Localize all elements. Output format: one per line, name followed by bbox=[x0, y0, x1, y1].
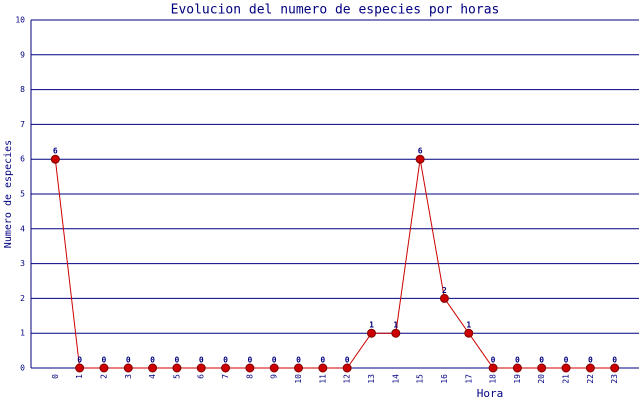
data-label: 0 bbox=[126, 356, 131, 365]
data-label: 0 bbox=[175, 356, 180, 365]
data-label: 6 bbox=[53, 147, 58, 156]
data-point bbox=[512, 363, 522, 373]
x-tick-label: 19 bbox=[513, 374, 522, 384]
x-tick-label: 13 bbox=[367, 374, 376, 384]
data-label: 0 bbox=[491, 356, 496, 365]
x-tick-label: 0 bbox=[51, 374, 60, 379]
data-label: 0 bbox=[296, 356, 301, 365]
data-point bbox=[99, 363, 109, 373]
data-point bbox=[245, 363, 255, 373]
x-tick-label: 5 bbox=[172, 374, 181, 379]
x-tick-label: 4 bbox=[148, 374, 157, 379]
data-point bbox=[464, 328, 474, 338]
data-point bbox=[318, 363, 328, 373]
y-tick-label: 3 bbox=[20, 259, 25, 268]
data-label: 0 bbox=[77, 356, 82, 365]
x-tick-label: 15 bbox=[416, 374, 425, 384]
data-label: 1 bbox=[369, 321, 374, 330]
data-label: 2 bbox=[442, 286, 447, 295]
y-tick-label: 7 bbox=[20, 120, 25, 129]
x-tick-label: 21 bbox=[562, 374, 571, 384]
data-point bbox=[342, 363, 352, 373]
x-tick-label: 17 bbox=[464, 374, 473, 384]
data-label: 1 bbox=[466, 321, 471, 330]
data-label: 0 bbox=[588, 356, 593, 365]
y-tick-label: 9 bbox=[20, 50, 25, 59]
x-tick-label: 22 bbox=[586, 374, 595, 384]
x-tick-label: 20 bbox=[537, 374, 546, 384]
data-point bbox=[585, 363, 595, 373]
x-tick-label: 6 bbox=[197, 374, 206, 379]
y-tick-label: 1 bbox=[20, 329, 25, 338]
data-point bbox=[610, 363, 620, 373]
y-tick-label: 10 bbox=[15, 16, 25, 25]
data-point bbox=[50, 154, 60, 164]
x-tick-label: 12 bbox=[343, 374, 352, 384]
data-point bbox=[488, 363, 498, 373]
data-label: 0 bbox=[539, 356, 544, 365]
x-tick-label: 10 bbox=[294, 374, 303, 384]
data-label: 0 bbox=[564, 356, 569, 365]
data-label: 0 bbox=[320, 356, 325, 365]
data-point bbox=[415, 154, 425, 164]
data-point bbox=[391, 328, 401, 338]
data-label: 0 bbox=[272, 356, 277, 365]
y-tick-label: 0 bbox=[20, 364, 25, 373]
data-label: 0 bbox=[612, 356, 617, 365]
data-label: 0 bbox=[345, 356, 350, 365]
y-tick-label: 5 bbox=[20, 190, 25, 199]
data-point bbox=[123, 363, 133, 373]
data-label: 0 bbox=[247, 356, 252, 365]
data-point bbox=[366, 328, 376, 338]
data-label: 0 bbox=[150, 356, 155, 365]
x-axis-label: Hora bbox=[477, 387, 504, 400]
data-point bbox=[269, 363, 279, 373]
y-tick-label: 2 bbox=[20, 294, 25, 303]
y-axis-label: Numero de especies bbox=[3, 140, 14, 248]
data-label: 0 bbox=[223, 356, 228, 365]
chart-title: Evolucion del numero de especies por hor… bbox=[171, 3, 500, 18]
data-point bbox=[172, 363, 182, 373]
data-point bbox=[148, 363, 158, 373]
data-point bbox=[221, 363, 231, 373]
x-tick-label: 16 bbox=[440, 374, 449, 384]
data-point bbox=[75, 363, 85, 373]
x-tick-label: 9 bbox=[270, 374, 279, 379]
data-label: 0 bbox=[102, 356, 107, 365]
x-tick-label: 1 bbox=[75, 374, 84, 379]
y-tick-label: 6 bbox=[20, 155, 25, 164]
data-label: 1 bbox=[393, 321, 398, 330]
x-tick-label: 11 bbox=[318, 374, 327, 384]
data-point bbox=[439, 293, 449, 303]
data-point bbox=[294, 363, 304, 373]
data-label: 0 bbox=[515, 356, 520, 365]
data-point bbox=[561, 363, 571, 373]
data-point bbox=[537, 363, 547, 373]
x-tick-label: 18 bbox=[489, 374, 498, 384]
x-tick-label: 2 bbox=[99, 374, 108, 379]
data-label: 0 bbox=[199, 356, 204, 365]
x-tick-label: 8 bbox=[245, 374, 254, 379]
x-tick-label: 3 bbox=[124, 374, 133, 379]
data-point bbox=[196, 363, 206, 373]
x-tick-label: 7 bbox=[221, 374, 230, 379]
x-tick-label: 14 bbox=[391, 374, 400, 384]
x-tick-label: 23 bbox=[610, 374, 619, 384]
y-tick-label: 8 bbox=[20, 85, 25, 94]
data-label: 6 bbox=[418, 147, 423, 156]
y-tick-label: 4 bbox=[20, 224, 25, 233]
